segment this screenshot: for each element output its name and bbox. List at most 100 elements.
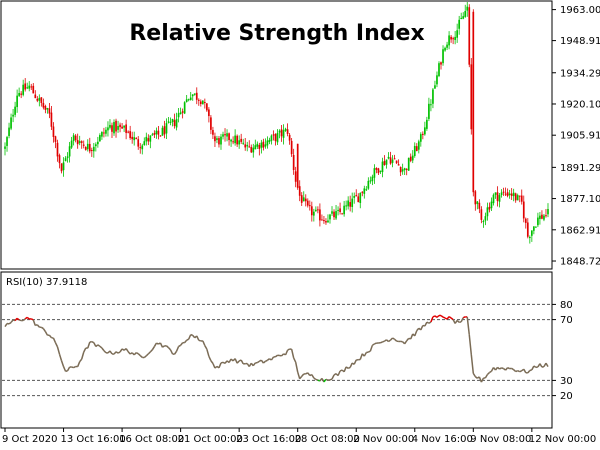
rsi-line-segment	[12, 319, 16, 322]
rsi-line-segment	[374, 342, 377, 345]
candle-up	[419, 134, 422, 142]
candle-up	[16, 95, 18, 108]
candle-down	[195, 92, 198, 100]
candle-up	[99, 135, 101, 142]
rsi-line-segment	[162, 345, 165, 348]
candle-up	[547, 209, 549, 215]
candle-down	[199, 101, 202, 105]
rsi-line-segment	[505, 367, 509, 371]
rsi-line-segment	[83, 347, 87, 353]
rsi-line-segment	[156, 342, 159, 345]
candle-down	[361, 191, 364, 193]
rsi-line-segment	[266, 358, 270, 361]
candle-down	[399, 166, 402, 173]
candle-up	[464, 11, 467, 17]
rsi-line-segment	[113, 351, 117, 355]
rsi-line-segment	[384, 339, 387, 342]
rsi-line-segment	[515, 369, 519, 373]
candle-up	[432, 89, 434, 104]
rsi-line-segment	[91, 340, 95, 344]
candle-down	[488, 206, 491, 210]
candle-down	[54, 136, 57, 142]
price-panel-frame	[0, 0, 553, 270]
candle-up	[72, 135, 75, 141]
candle-down	[306, 200, 309, 206]
candle-down	[74, 135, 77, 141]
rsi-line-segment	[265, 359, 268, 362]
candle-down	[450, 36, 452, 40]
candle-up	[141, 145, 144, 150]
rsi-level-label: 20	[560, 391, 573, 402]
candle-up	[312, 211, 315, 216]
candle-down	[310, 206, 313, 216]
candle-down	[339, 208, 341, 213]
candle-up	[242, 142, 245, 144]
rsi-levels-group: 80 70 30 20	[2, 300, 573, 402]
candle-up	[353, 195, 356, 198]
candle-down	[323, 219, 325, 222]
candle-down	[272, 134, 275, 136]
candle-up	[407, 157, 410, 171]
candle-up	[391, 159, 394, 163]
candle-up	[530, 230, 533, 236]
candle-up	[143, 141, 146, 146]
candle-up	[230, 139, 232, 142]
candle-down	[159, 135, 162, 137]
chart-title: Relative Strength Index	[129, 21, 424, 46]
rsi-line-segment	[299, 375, 303, 380]
rsi-line-segment	[281, 353, 285, 357]
rsi-line-segment	[30, 318, 34, 321]
candle-up	[486, 207, 489, 217]
rsi-line-segment	[333, 373, 337, 376]
candle-up	[494, 192, 497, 195]
rsi-line-segment	[79, 358, 83, 363]
rsi-line-segment	[240, 359, 244, 365]
candle-up	[278, 130, 281, 133]
rsi-line-segment	[32, 319, 36, 326]
rsi-line-segment	[325, 378, 329, 381]
candle-up	[189, 97, 192, 100]
candle-up	[246, 144, 249, 147]
candle-down	[131, 136, 134, 140]
rsi-line-segment	[466, 316, 471, 335]
candle-up	[329, 214, 331, 220]
candle-up	[379, 170, 382, 172]
candle-up	[411, 155, 414, 161]
rsi-line-segment	[371, 343, 375, 346]
candle-up	[113, 122, 115, 134]
candle-up	[327, 220, 329, 223]
candle-up	[417, 141, 420, 150]
candle-down	[258, 145, 261, 149]
rsi-line-segment	[519, 370, 523, 373]
candle-up	[234, 135, 236, 144]
rsi-line-segment	[198, 339, 202, 342]
candle-up	[6, 137, 8, 146]
candle-down	[496, 192, 499, 201]
candle-down	[40, 97, 43, 103]
candle-up	[458, 19, 461, 29]
candle-up	[62, 162, 65, 171]
candle-up	[155, 130, 158, 135]
candle-up	[424, 127, 426, 135]
rsi-line-segment	[60, 360, 65, 367]
candle-down	[341, 213, 343, 215]
rsi-line-segment	[212, 363, 216, 369]
candle-down	[524, 218, 527, 223]
candle-up	[363, 188, 366, 194]
rsi-line-segment	[65, 370, 68, 373]
candle-down	[173, 120, 176, 126]
rsi-line-segment	[408, 337, 411, 340]
rsi-line-segment	[204, 345, 208, 350]
rsi-line-segment	[167, 347, 172, 351]
rsi-line-segment	[388, 339, 391, 343]
candle-down	[52, 126, 55, 137]
rsi-line-segment	[149, 349, 153, 353]
rsi-line-segment	[62, 366, 67, 372]
candle-up	[226, 133, 228, 137]
candle-up	[193, 93, 196, 95]
candle-up	[460, 17, 463, 19]
candle-down	[298, 186, 301, 196]
rsi-line-segment	[290, 349, 295, 359]
candle-up	[343, 205, 345, 215]
